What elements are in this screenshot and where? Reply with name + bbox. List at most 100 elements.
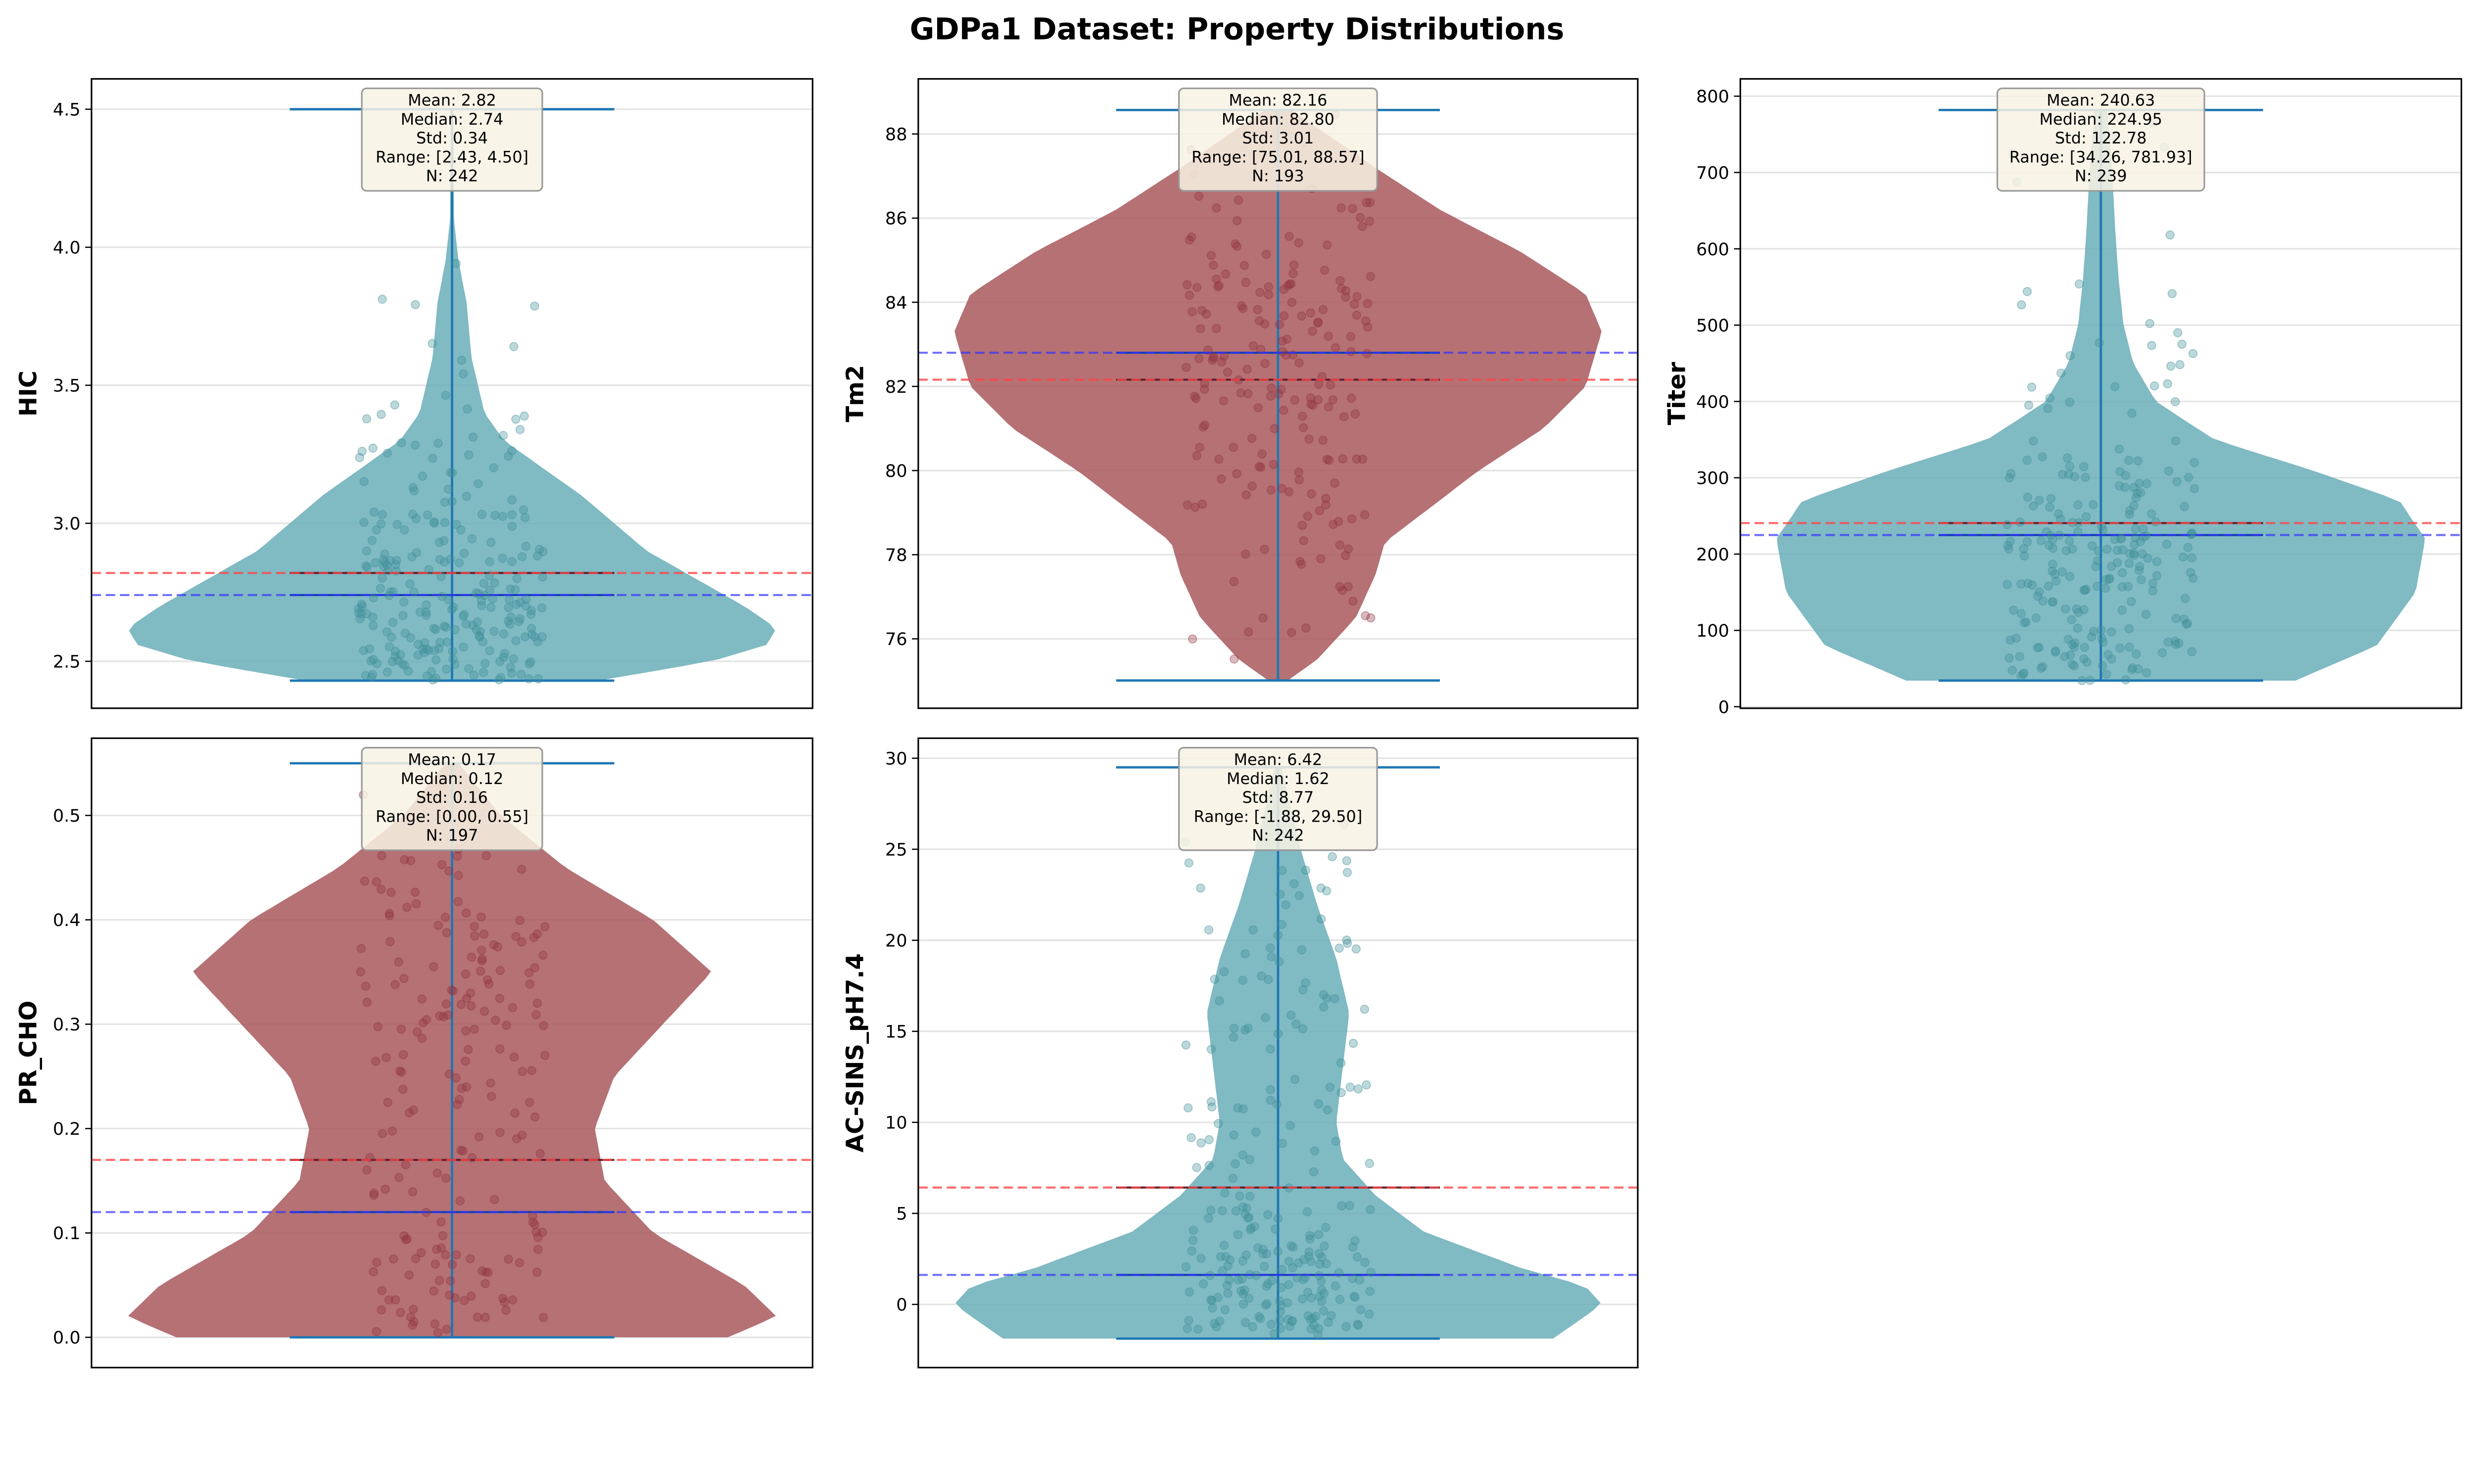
y-tick-label: 84: [885, 293, 907, 313]
stats-line: Std: 0.16: [416, 788, 488, 807]
data-point: [408, 1187, 418, 1197]
data-point: [422, 1015, 431, 1024]
data-point: [2148, 586, 2158, 596]
data-point: [537, 603, 547, 612]
data-point: [1244, 627, 1253, 637]
data-point: [1282, 334, 1292, 344]
data-point: [512, 1134, 522, 1144]
data-point: [406, 633, 416, 643]
data-point: [1198, 422, 1208, 432]
data-point: [422, 600, 431, 610]
stats-line: Mean: 2.82: [408, 91, 496, 110]
data-point: [526, 605, 536, 615]
data-point: [400, 525, 409, 535]
data-point: [1323, 240, 1332, 250]
data-point: [2177, 339, 2187, 349]
data-point: [2105, 574, 2114, 583]
data-point: [439, 621, 449, 631]
data-point: [2011, 633, 2021, 643]
data-point: [382, 627, 392, 637]
data-point: [429, 646, 439, 655]
data-point: [537, 632, 547, 642]
data-point: [2079, 462, 2089, 471]
data-point: [362, 609, 372, 618]
data-point: [2117, 582, 2127, 592]
data-point: [1306, 308, 1316, 318]
data-point: [2047, 566, 2057, 576]
stats-line: Range: [75.01, 88.57]: [1191, 147, 1365, 166]
data-point: [2079, 654, 2089, 664]
data-point: [1348, 597, 1358, 606]
y-tick-label: 600: [1696, 239, 1729, 260]
data-point: [411, 1254, 421, 1263]
data-point: [468, 432, 478, 442]
panel-titer: 0 100 200 300 400 500 600 700 800 Titer Mean: 240.…: [1664, 78, 2463, 717]
data-point: [2020, 551, 2029, 561]
data-point: [1198, 1279, 1208, 1289]
data-point: [1342, 856, 1351, 866]
data-point: [463, 404, 472, 414]
data-point: [2117, 605, 2127, 615]
data-point: [1196, 1138, 1206, 1148]
data-point: [2002, 580, 2012, 589]
data-point: [429, 624, 439, 633]
data-point: [2152, 557, 2162, 566]
stats-line: Median: 82.80: [1222, 110, 1334, 129]
data-point: [1331, 1136, 1341, 1146]
data-point: [507, 556, 517, 566]
data-point: [377, 1305, 386, 1315]
data-point: [406, 1312, 416, 1322]
data-point: [1187, 1133, 1196, 1143]
data-point: [1336, 203, 1346, 213]
data-point: [397, 438, 406, 448]
data-point: [538, 547, 548, 556]
data-point: [399, 1050, 408, 1060]
data-point: [1352, 454, 1362, 464]
data-point: [2094, 338, 2104, 348]
data-point: [2129, 551, 2139, 560]
data-point: [481, 851, 491, 861]
data-point: [1183, 1324, 1192, 1333]
data-point: [1238, 1256, 1247, 1266]
data-point: [1317, 1276, 1326, 1286]
data-point: [462, 908, 471, 918]
stats-line: Std: 0.34: [416, 129, 488, 147]
data-point: [2035, 587, 2044, 597]
data-point: [1196, 324, 1205, 333]
data-point: [2093, 556, 2102, 566]
data-point: [376, 584, 385, 593]
data-point: [2033, 591, 2043, 601]
data-point: [1365, 217, 1375, 226]
data-point: [1277, 1265, 1287, 1274]
data-point: [2147, 341, 2156, 350]
data-point: [405, 579, 415, 589]
data-point: [2139, 524, 2148, 534]
data-point: [1298, 1024, 1308, 1034]
data-point: [367, 672, 377, 682]
data-point: [395, 1066, 405, 1076]
data-point: [2061, 546, 2071, 556]
data-point: [504, 1254, 513, 1264]
data-point: [1360, 1257, 1370, 1267]
data-point: [362, 546, 372, 556]
data-point: [490, 510, 500, 520]
data-point: [2167, 289, 2177, 298]
data-point: [474, 1132, 484, 1142]
data-point: [2051, 576, 2061, 586]
data-point: [512, 600, 521, 609]
data-point: [1248, 341, 1258, 351]
data-point: [2050, 569, 2060, 579]
data-point: [1328, 852, 1337, 862]
data-point: [372, 877, 381, 887]
data-point: [1248, 925, 1258, 935]
data-point: [454, 1095, 464, 1104]
data-point: [1287, 297, 1297, 307]
data-point: [400, 628, 410, 638]
data-point: [1190, 503, 1200, 512]
data-point: [1264, 290, 1274, 300]
data-point: [2070, 638, 2080, 648]
data-point: [372, 1257, 381, 1267]
data-point: [486, 603, 496, 612]
stats-line: Std: 122.78: [2055, 129, 2146, 147]
data-point: [1216, 1252, 1226, 1261]
